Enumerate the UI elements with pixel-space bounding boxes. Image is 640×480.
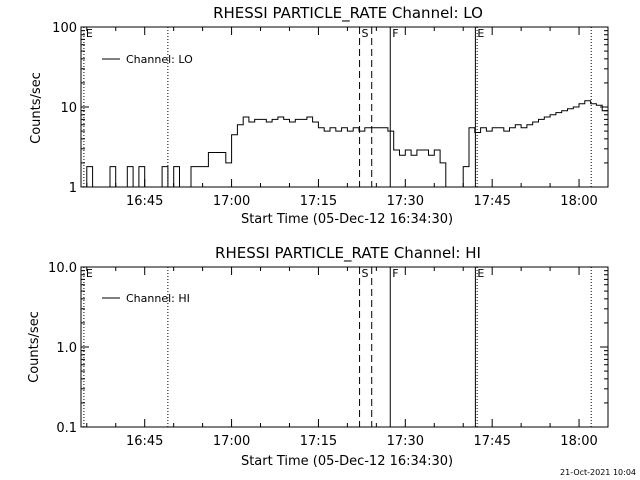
lo-event-marker-label: E <box>477 27 484 40</box>
hi-x-tick-label: 16:45 <box>126 434 163 449</box>
footer-timestamp: 21-Oct-2021 10:04 <box>560 468 636 477</box>
lo-legend-label: Channel: LO <box>126 53 193 66</box>
lo-event-marker-label: E <box>86 27 93 40</box>
hi-x-tick-label: 17:45 <box>473 434 510 449</box>
lo-event-marker-label: S <box>362 27 369 40</box>
lo-x-axis-label: Start Time (05-Dec-12 16:34:30) <box>241 212 453 227</box>
hi-event-marker-label: E <box>477 267 484 280</box>
hi-x-axis-label: Start Time (05-Dec-12 16:34:30) <box>241 454 453 469</box>
lo-x-tick-label: 18:00 <box>560 194 597 209</box>
lo-x-tick-label: 17:00 <box>213 194 250 209</box>
lo-x-tick-label: 17:45 <box>473 194 510 209</box>
lo-x-tick-label: 16:45 <box>126 194 163 209</box>
lo-x-tick-label: 17:30 <box>387 194 424 209</box>
lo-y-axis-label: Counts/sec <box>29 72 44 144</box>
hi-x-tick-label: 17:15 <box>300 434 337 449</box>
hi-chart-title: RHESSI PARTICLE_RATE Channel: HI <box>215 244 481 263</box>
hi-y-tick-label: 10.0 <box>48 261 77 276</box>
hi-y-axis-label: Counts/sec <box>27 311 42 383</box>
hi-x-tick-label: 18:00 <box>560 434 597 449</box>
lo-channel-panel: RHESSI PARTICLE_RATE Channel: LO Counts/… <box>29 4 609 227</box>
lo-y-tick-label: 100 <box>52 21 77 36</box>
hi-event-marker-label: E <box>86 267 93 280</box>
hi-event-marker-label: F <box>392 267 398 280</box>
hi-x-tick-label: 17:30 <box>387 434 424 449</box>
hi-channel-panel: RHESSI PARTICLE_RATE Channel: HI Counts/… <box>27 244 609 469</box>
lo-series-line <box>81 100 608 188</box>
hi-event-marker-label: S <box>362 267 369 280</box>
lo-chart-title: RHESSI PARTICLE_RATE Channel: LO <box>213 4 483 23</box>
lo-x-tick-label: 17:15 <box>300 194 337 209</box>
hi-legend-label: Channel: HI <box>126 292 190 305</box>
lo-y-tick-label: 10 <box>60 101 77 116</box>
lo-event-marker-label: F <box>392 27 398 40</box>
hi-y-tick-label: 1.0 <box>56 341 77 356</box>
hi-y-tick-label: 0.1 <box>56 421 77 436</box>
hi-x-tick-label: 17:00 <box>213 434 250 449</box>
lo-y-tick-label: 1 <box>69 181 77 196</box>
